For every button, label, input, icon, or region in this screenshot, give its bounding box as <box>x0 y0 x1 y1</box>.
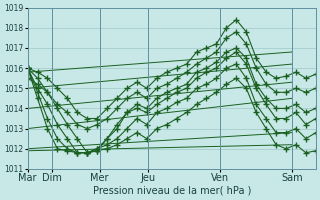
X-axis label: Pression niveau de la mer( hPa ): Pression niveau de la mer( hPa ) <box>92 186 251 196</box>
